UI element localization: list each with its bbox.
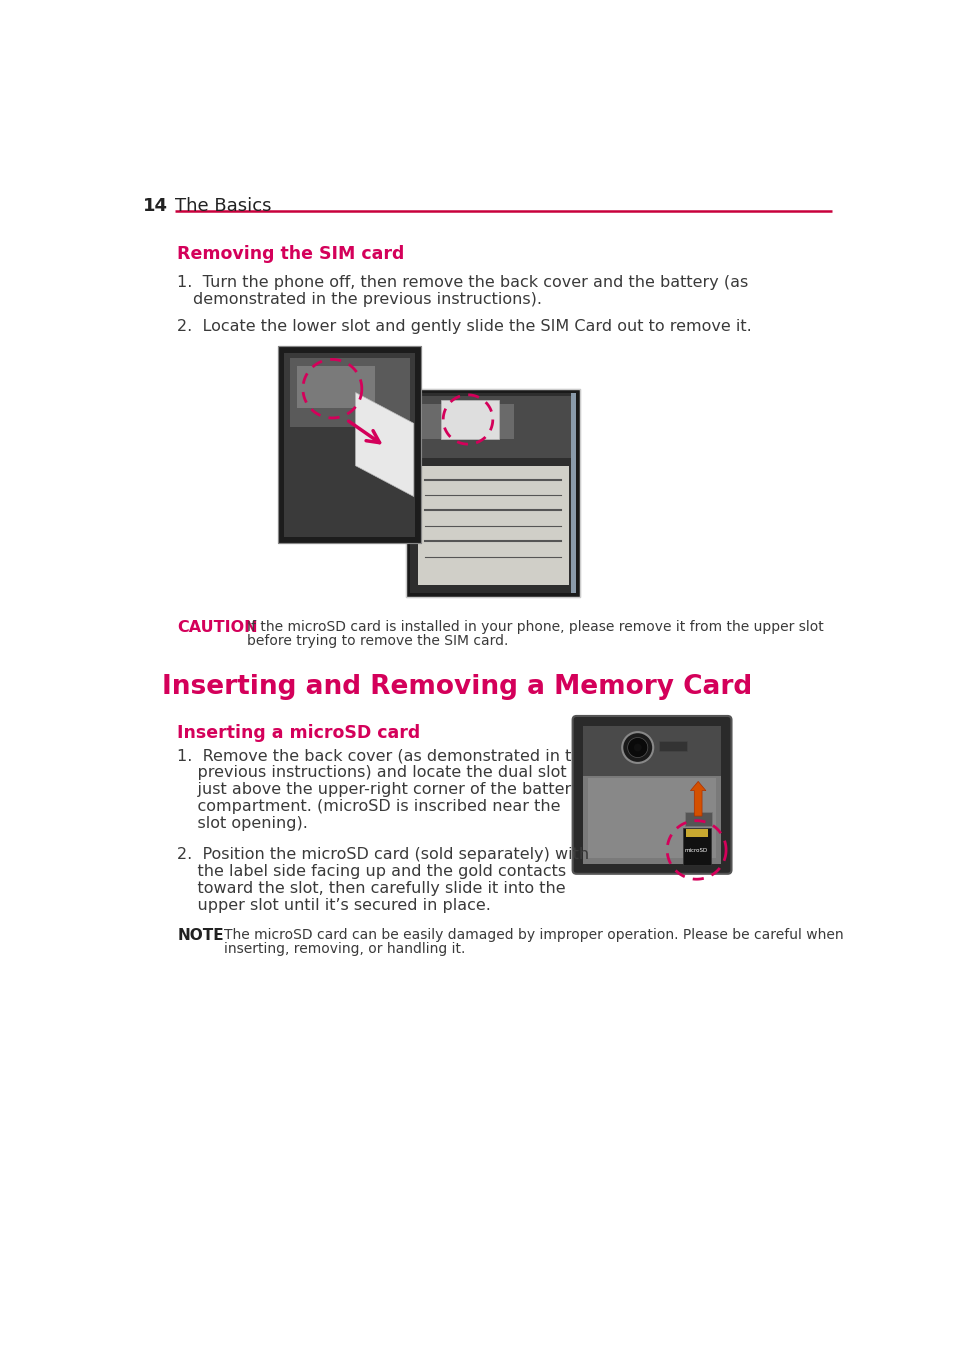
Text: 2.  Position the microSD card (sold separately) with: 2. Position the microSD card (sold separ… (177, 847, 589, 862)
Text: just above the upper-right corner of the battery: just above the upper-right corner of the… (177, 782, 580, 797)
Bar (417, 465, 568, 584)
Text: compartment. (microSD is inscribed near the: compartment. (microSD is inscribed near … (177, 799, 560, 814)
Text: CAUTION: CAUTION (177, 620, 257, 635)
Circle shape (633, 744, 641, 752)
Text: The microSD card can be easily damaged by improper operation. Please be careful : The microSD card can be easily damaged b… (224, 929, 842, 943)
Text: Inserting a microSD card: Inserting a microSD card (177, 723, 420, 742)
Text: 14: 14 (142, 198, 168, 215)
Text: 1.  Turn the phone off, then remove the back cover and the battery (as: 1. Turn the phone off, then remove the b… (177, 274, 748, 289)
Circle shape (627, 738, 647, 757)
Bar (297, 365, 375, 407)
Text: previous instructions) and locate the dual slot: previous instructions) and locate the du… (177, 766, 566, 781)
Text: NOTE: NOTE (177, 929, 224, 944)
Polygon shape (355, 392, 414, 497)
Circle shape (621, 733, 653, 763)
Text: demonstrated in the previous instructions).: demonstrated in the previous instruction… (193, 292, 541, 307)
Text: Removing the SIM card: Removing the SIM card (177, 246, 404, 263)
Bar (582, 726, 720, 864)
Bar (685, 829, 707, 837)
Text: microSD: microSD (684, 848, 707, 853)
Bar (406, 388, 579, 597)
Text: The Basics: The Basics (174, 198, 272, 215)
Bar (406, 388, 579, 597)
Bar (414, 397, 572, 458)
Text: before trying to remove the SIM card.: before trying to remove the SIM card. (247, 634, 508, 648)
FancyBboxPatch shape (572, 716, 731, 874)
Bar (587, 778, 716, 859)
Bar (659, 741, 686, 750)
Bar (290, 358, 410, 427)
Text: toward the slot, then carefully slide it into the: toward the slot, then carefully slide it… (177, 881, 565, 896)
Bar (582, 726, 720, 777)
Bar (682, 827, 710, 864)
Bar (684, 812, 711, 826)
Bar (440, 401, 498, 439)
Text: 2.  Locate the lower slot and gently slide the SIM Card out to remove it.: 2. Locate the lower slot and gently slid… (177, 320, 751, 335)
Text: upper slot until it’s secured in place.: upper slot until it’s secured in place. (177, 897, 491, 912)
Bar (284, 353, 415, 536)
Text: the label side facing up and the gold contacts: the label side facing up and the gold co… (177, 864, 566, 879)
Text: slot opening).: slot opening). (177, 816, 308, 831)
Bar (571, 392, 576, 593)
Text: If the microSD card is installed in your phone, please remove it from the upper : If the microSD card is installed in your… (247, 620, 823, 634)
Bar (421, 405, 514, 439)
FancyArrow shape (690, 782, 705, 816)
Bar (410, 392, 576, 593)
Bar (278, 346, 421, 543)
Text: Inserting and Removing a Memory Card: Inserting and Removing a Memory Card (162, 674, 751, 700)
Bar (278, 346, 421, 543)
Text: inserting, removing, or handling it.: inserting, removing, or handling it. (224, 943, 465, 956)
Text: 1.  Remove the back cover (as demonstrated in the: 1. Remove the back cover (as demonstrate… (177, 748, 591, 763)
